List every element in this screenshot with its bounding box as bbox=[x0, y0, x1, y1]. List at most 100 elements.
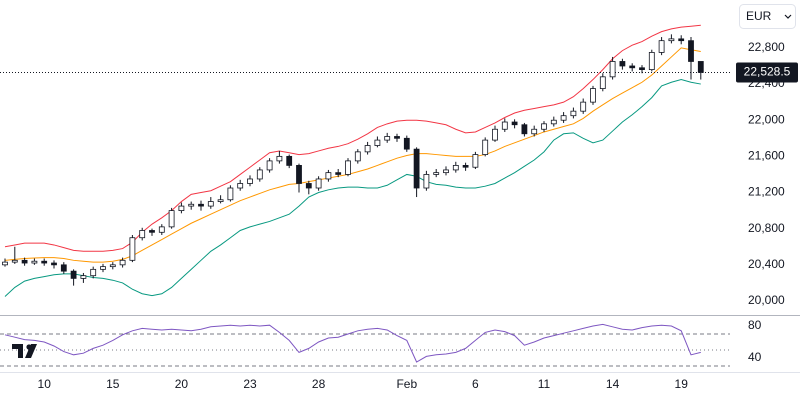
candle-body bbox=[198, 203, 204, 207]
candle-body bbox=[21, 259, 28, 264]
candle-body bbox=[472, 154, 479, 168]
candle-body bbox=[227, 187, 234, 201]
candle-body bbox=[521, 124, 528, 135]
candle-body bbox=[570, 110, 577, 117]
candle-body bbox=[452, 165, 459, 171]
candle-body bbox=[188, 203, 195, 207]
x-tick-label: 6 bbox=[472, 377, 479, 391]
candle-body bbox=[109, 264, 116, 268]
rsi-tick-label: 80 bbox=[748, 318, 762, 332]
candle-body bbox=[541, 123, 547, 130]
candle-body bbox=[296, 165, 302, 184]
candle-body bbox=[31, 260, 38, 264]
candle-body bbox=[119, 259, 126, 266]
candle-body bbox=[266, 160, 273, 171]
candle-body bbox=[531, 128, 538, 135]
candle-body bbox=[580, 101, 587, 112]
bollinger-band bbox=[4, 47, 701, 263]
rsi-tick-label: 40 bbox=[748, 350, 762, 364]
x-tick-label: 14 bbox=[606, 377, 620, 391]
candle-body bbox=[237, 183, 244, 189]
candle-body bbox=[443, 169, 449, 174]
x-tick-label: 15 bbox=[106, 377, 120, 391]
candle-body bbox=[403, 137, 410, 150]
candle-body bbox=[60, 264, 67, 272]
candle-body bbox=[158, 226, 165, 233]
x-tick-label: 19 bbox=[675, 377, 689, 391]
candle-body bbox=[599, 76, 606, 89]
currency-dropdown[interactable]: EUR bbox=[739, 4, 796, 29]
y-tick-label: 22,800 bbox=[748, 40, 785, 54]
y-tick-label: 21,200 bbox=[748, 185, 785, 199]
x-tick-label: 10 bbox=[38, 377, 52, 391]
dropdown-box[interactable] bbox=[739, 4, 796, 29]
rsi-line bbox=[4, 323, 701, 363]
candle-body bbox=[501, 121, 508, 130]
candle-body bbox=[286, 155, 293, 166]
candle-body bbox=[315, 178, 322, 189]
candle-body bbox=[550, 119, 557, 125]
candle-body bbox=[354, 151, 361, 162]
candle-body bbox=[639, 67, 645, 70]
x-tick-label: Feb bbox=[396, 377, 417, 391]
y-tick-label: 22,000 bbox=[748, 112, 785, 126]
candle-body bbox=[394, 136, 400, 139]
candle-body bbox=[384, 136, 391, 141]
candle-body bbox=[129, 237, 136, 261]
candle-body bbox=[178, 205, 185, 212]
candle-body bbox=[364, 145, 371, 153]
logo-dot bbox=[26, 344, 32, 350]
candle-body bbox=[433, 172, 440, 175]
y-tick-label: 20,400 bbox=[748, 257, 785, 271]
candle-body bbox=[482, 139, 489, 155]
x-tick-label: 28 bbox=[312, 377, 326, 391]
candle-body bbox=[305, 183, 312, 189]
y-tick-label: 20,800 bbox=[748, 221, 785, 235]
candle-body bbox=[619, 61, 626, 67]
candle-body bbox=[51, 262, 57, 266]
candle-body bbox=[648, 52, 655, 70]
candle-body bbox=[658, 40, 665, 53]
candle-body bbox=[462, 165, 469, 168]
candle-body bbox=[41, 260, 48, 264]
bollinger-band bbox=[4, 79, 701, 297]
bollinger-band bbox=[4, 24, 701, 252]
candle-body bbox=[325, 172, 332, 180]
candle-body bbox=[697, 61, 704, 73]
last-price-label: 22,528.5 bbox=[744, 65, 791, 79]
candle-body bbox=[247, 178, 253, 184]
candle-body bbox=[423, 174, 430, 189]
candle-body bbox=[139, 230, 146, 239]
last-price-tag: 22,528.5 bbox=[736, 62, 798, 83]
candle-body bbox=[678, 38, 685, 42]
candle-body bbox=[256, 169, 263, 180]
candle-body bbox=[90, 268, 97, 277]
candle-body bbox=[100, 266, 106, 270]
candle-body bbox=[11, 259, 18, 263]
candle-body bbox=[217, 199, 224, 202]
candle-body bbox=[207, 201, 214, 207]
x-tick-label: 11 bbox=[538, 377, 551, 391]
dropdown-chevron[interactable] bbox=[784, 14, 792, 19]
candle-body bbox=[345, 160, 351, 175]
currency-label[interactable]: EUR bbox=[746, 9, 772, 23]
y-tick-label: 20,000 bbox=[748, 293, 785, 307]
candle-body bbox=[609, 61, 616, 78]
logo bbox=[12, 344, 37, 358]
candle-body bbox=[629, 65, 636, 69]
candle-body bbox=[560, 115, 567, 121]
candle-body bbox=[168, 210, 175, 228]
candle-body bbox=[668, 38, 675, 42]
y-tick-label: 21,600 bbox=[748, 149, 785, 163]
candle-body bbox=[492, 128, 498, 141]
candle-body bbox=[413, 148, 420, 189]
candle-body bbox=[276, 155, 283, 162]
x-tick-label: 23 bbox=[243, 377, 257, 391]
last-price-box bbox=[736, 62, 798, 83]
candle-body bbox=[590, 88, 596, 103]
candle-body bbox=[70, 270, 77, 279]
candle-body bbox=[335, 172, 342, 175]
